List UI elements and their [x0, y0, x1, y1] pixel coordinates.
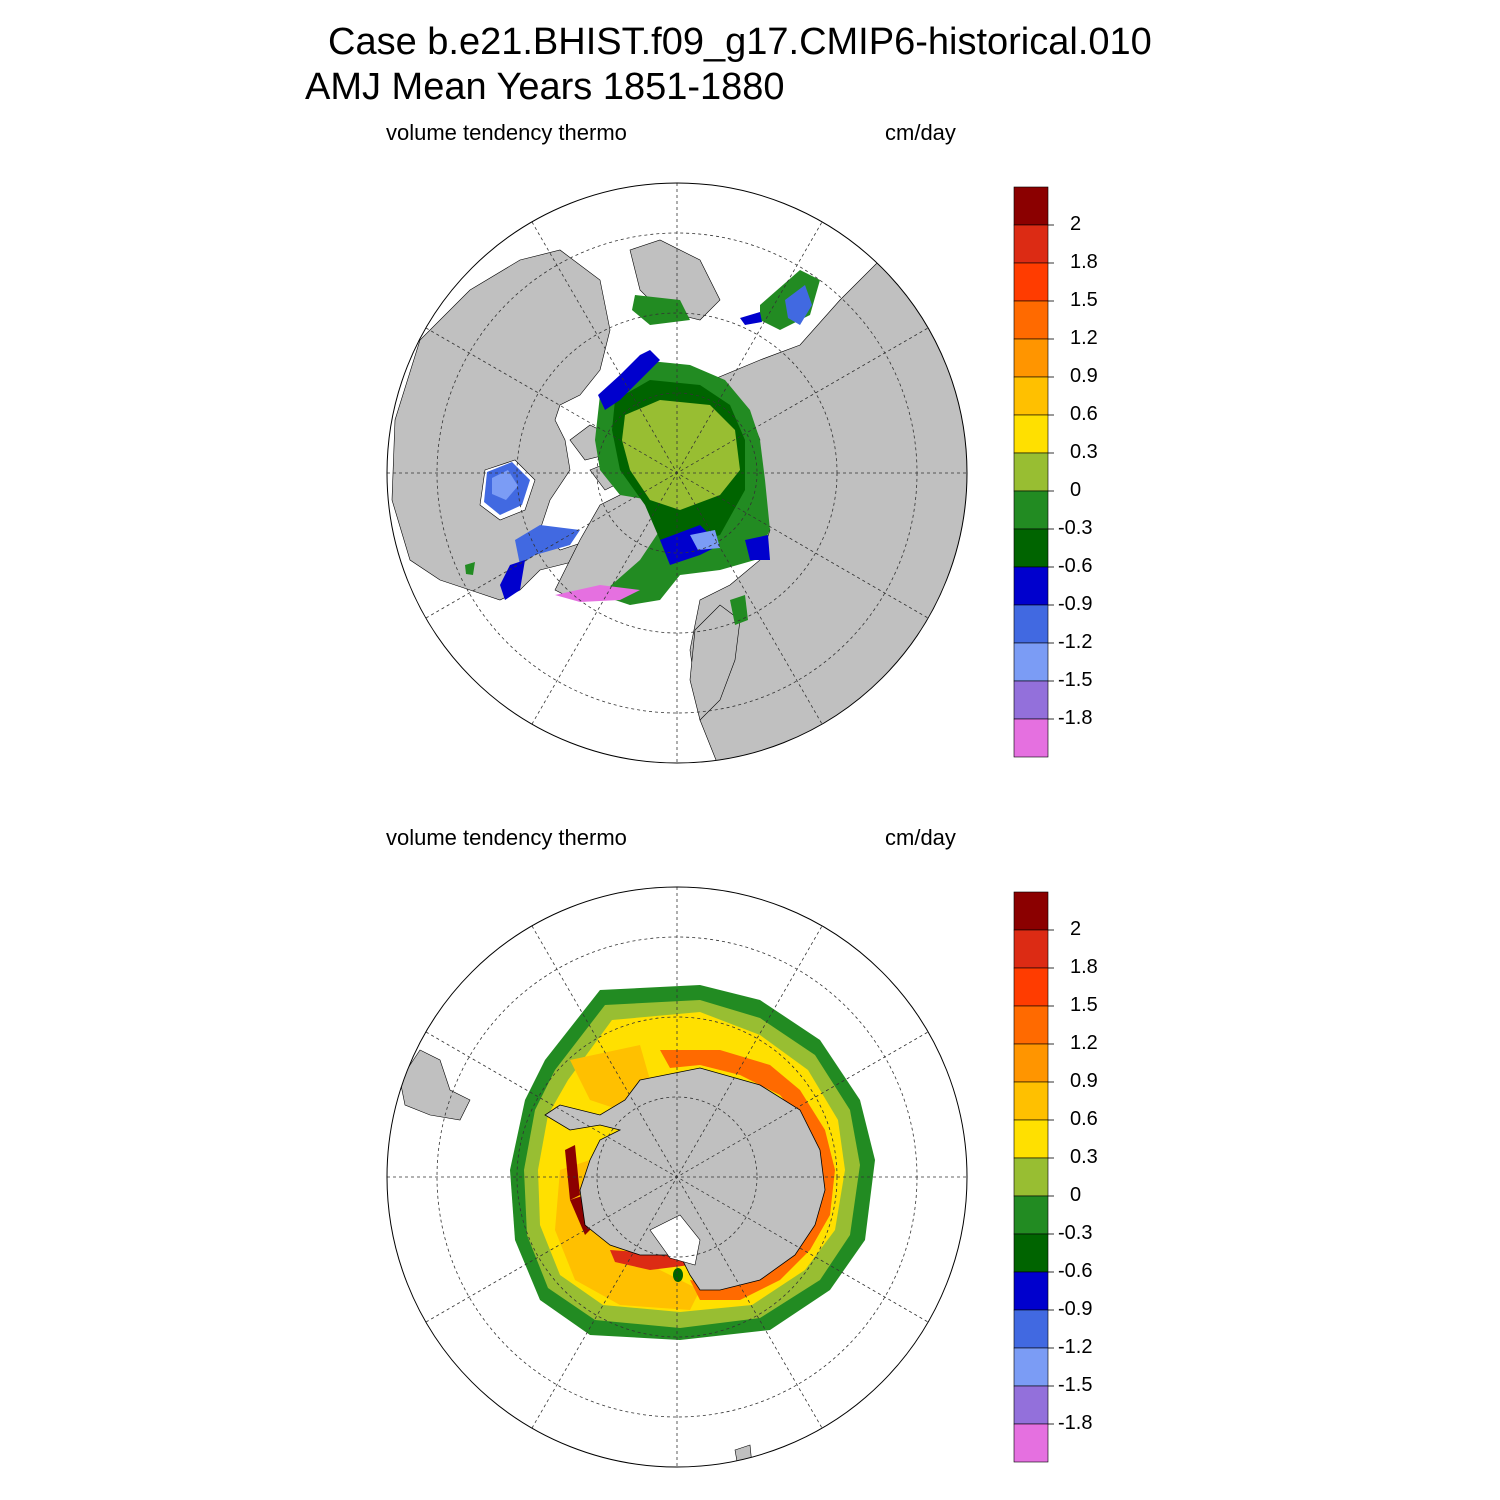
arctic-graticule — [387, 183, 967, 763]
colorbar-swatch — [1013, 300, 1049, 340]
north-variable-label: volume tendency thermo — [386, 120, 627, 145]
colorbar-swatch — [1013, 452, 1049, 492]
colorbar-swatch — [1013, 1271, 1049, 1311]
antarctic-colorbar — [1013, 891, 1054, 1463]
colorbar-tick-label: -1.8 — [1058, 707, 1093, 729]
colorbar-swatch — [1013, 680, 1049, 720]
colorbar-swatch — [1013, 891, 1049, 931]
colorbar-tick-label: 0.9 — [1070, 365, 1098, 387]
colorbar-swatch — [1013, 566, 1049, 606]
colorbar-tick-label: 0.6 — [1070, 1108, 1098, 1130]
colorbar-tick-label: 1.2 — [1070, 327, 1098, 349]
colorbar-swatch — [1013, 1043, 1049, 1083]
colorbar-tick-label: 2 — [1070, 918, 1082, 940]
colorbar-swatch — [1013, 414, 1049, 454]
south-america-land — [399, 1049, 471, 1121]
colorbar-tick-label: 1.5 — [1070, 994, 1098, 1016]
colorbar-tick-label: 0.3 — [1070, 1146, 1098, 1168]
central-arctic-ice — [622, 400, 740, 510]
colorbar-swatch — [1013, 1423, 1049, 1463]
colorbar-swatch — [1013, 1119, 1049, 1159]
colorbar-tick-label: -1.8 — [1058, 1412, 1093, 1434]
ross-ice-shelf — [649, 1214, 701, 1266]
colorbar-swatch — [1013, 376, 1049, 416]
south-units-label: cm/day — [885, 825, 956, 850]
colorbar-tick-label: -0.6 — [1058, 555, 1093, 577]
colorbar-swatch — [1013, 224, 1049, 264]
colorbar-tick-label: 1.5 — [1070, 289, 1098, 311]
colorbar-tick-label: 0 — [1070, 1184, 1082, 1206]
colorbar-swatch — [1013, 604, 1049, 644]
colorbar-swatch — [1013, 718, 1049, 758]
figure-title-case: Case b.e21.BHIST.f09_g17.CMIP6-historica… — [328, 21, 1152, 63]
colorbar-tick-label: -0.9 — [1058, 1298, 1093, 1320]
antarctic-map — [387, 887, 967, 1467]
colorbar-tick-label: -1.2 — [1058, 631, 1093, 653]
colorbar-tick-label: 0 — [1070, 479, 1082, 501]
colorbar-tick-label: -1.5 — [1058, 669, 1093, 691]
colorbar-tick-label: 0.3 — [1070, 441, 1098, 463]
north-units-label: cm/day — [885, 120, 956, 145]
arctic-map-border — [386, 182, 968, 764]
arctic-map — [387, 183, 967, 763]
figure-title-period: AMJ Mean Years 1851-1880 — [305, 66, 785, 108]
colorbar-swatch — [1013, 1157, 1049, 1197]
colorbar-swatch — [1013, 490, 1049, 530]
colorbar-swatch — [1013, 338, 1049, 378]
colorbar-swatch — [1013, 967, 1049, 1007]
colorbar-swatch — [1013, 1195, 1049, 1235]
colorbar-swatch — [1013, 1005, 1049, 1045]
colorbar-swatch — [1013, 528, 1049, 568]
colorbar-tick-label: 2 — [1070, 213, 1082, 235]
antarctic-map-border — [386, 886, 968, 1468]
colorbar-tick-label: 1.8 — [1070, 251, 1098, 273]
colorbar-tick-label: -0.6 — [1058, 1260, 1093, 1282]
colorbar-swatch — [1013, 1309, 1049, 1349]
colorbar-swatch — [1013, 262, 1049, 302]
colorbar-swatch — [1013, 1385, 1049, 1425]
colorbar-tick-label: 1.8 — [1070, 956, 1098, 978]
colorbar-tick-label: 0.9 — [1070, 1070, 1098, 1092]
colorbar-swatch — [1013, 1081, 1049, 1121]
colorbar-swatch — [1013, 642, 1049, 682]
antarctica-land — [544, 1067, 826, 1291]
colorbar-tick-label: -0.3 — [1058, 517, 1093, 539]
colorbar-tick-label: -1.5 — [1058, 1374, 1093, 1396]
colorbar-tick-label: 0.6 — [1070, 403, 1098, 425]
arctic-colorbar — [1013, 186, 1054, 758]
colorbar-tick-label: -1.2 — [1058, 1336, 1093, 1358]
colorbar-tick-label: -0.9 — [1058, 593, 1093, 615]
colorbar-swatch — [1013, 1347, 1049, 1387]
colorbar-tick-label: -0.3 — [1058, 1222, 1093, 1244]
colorbar-swatch — [1013, 929, 1049, 969]
colorbar-swatch — [1013, 186, 1049, 226]
south-variable-label: volume tendency thermo — [386, 825, 627, 850]
antarctic-graticule — [387, 887, 967, 1467]
colorbar-tick-label: 1.2 — [1070, 1032, 1098, 1054]
colorbar-swatch — [1013, 1233, 1049, 1273]
